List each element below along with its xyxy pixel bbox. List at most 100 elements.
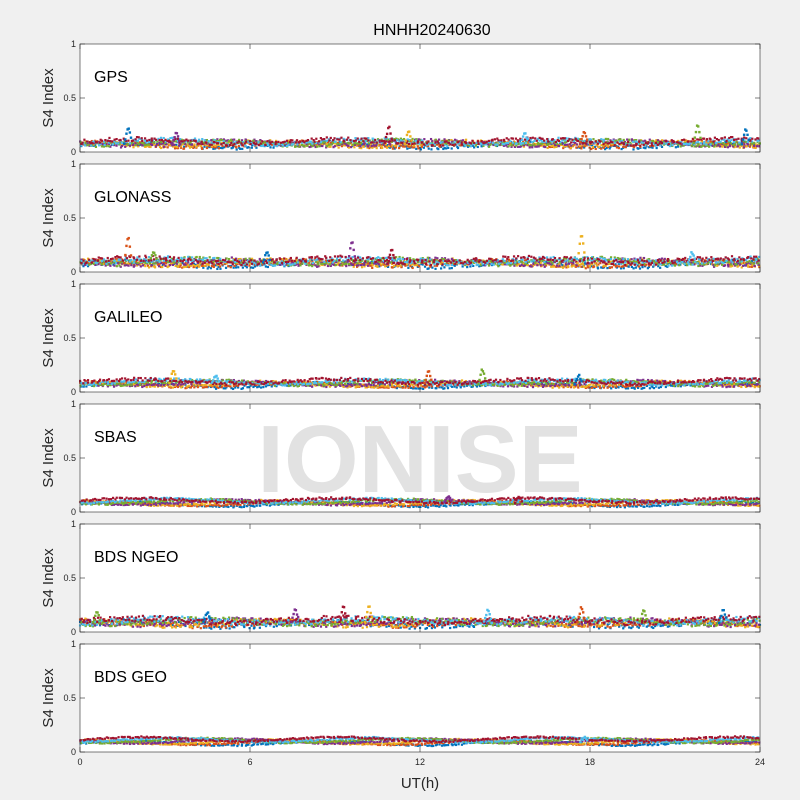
spike-point xyxy=(123,261,126,265)
data-point xyxy=(366,264,370,267)
data-point xyxy=(203,257,206,260)
data-point xyxy=(555,142,559,146)
data-point xyxy=(314,260,318,263)
data-point xyxy=(686,264,689,267)
spike-point xyxy=(579,141,582,144)
data-point xyxy=(365,137,368,140)
data-point xyxy=(622,145,625,149)
data-point xyxy=(499,261,502,264)
data-point xyxy=(608,142,611,145)
data-point xyxy=(208,256,211,259)
data-point xyxy=(251,144,254,147)
data-point xyxy=(659,140,662,143)
data-point xyxy=(318,259,321,262)
data-point xyxy=(199,144,203,148)
data-point xyxy=(530,255,533,258)
data-point xyxy=(604,264,607,267)
data-point xyxy=(654,263,658,266)
data-point xyxy=(146,139,149,142)
data-point xyxy=(230,264,233,268)
data-point xyxy=(369,262,372,265)
data-point xyxy=(435,260,438,263)
data-point xyxy=(713,145,716,148)
data-point xyxy=(706,262,710,265)
data-point xyxy=(298,145,301,148)
data-point xyxy=(715,138,719,141)
data-point xyxy=(219,262,223,265)
data-point xyxy=(252,139,255,142)
data-point xyxy=(283,264,286,267)
data-point xyxy=(195,145,198,148)
data-point xyxy=(549,141,552,144)
data-point xyxy=(416,141,419,144)
data-point xyxy=(421,263,424,266)
data-point xyxy=(311,142,314,145)
data-point xyxy=(562,259,565,262)
data-point xyxy=(354,137,357,140)
data-point xyxy=(98,141,101,144)
data-point xyxy=(266,265,270,269)
data-point xyxy=(125,144,128,148)
data-point xyxy=(547,142,550,146)
data-point xyxy=(531,141,534,144)
data-point xyxy=(296,143,299,146)
data-point xyxy=(420,262,423,265)
data-point xyxy=(306,138,310,142)
data-point xyxy=(619,267,623,270)
data-point xyxy=(450,138,453,142)
data-point xyxy=(525,263,528,267)
data-point xyxy=(212,263,216,266)
data-point xyxy=(419,148,422,151)
data-point xyxy=(341,141,344,144)
data-point xyxy=(91,258,94,262)
data-point xyxy=(507,145,510,148)
data-point xyxy=(265,261,269,264)
data-point xyxy=(216,256,219,260)
data-point xyxy=(731,142,734,145)
data-point xyxy=(574,265,578,268)
data-point xyxy=(707,143,710,146)
data-point xyxy=(627,261,630,264)
data-point xyxy=(615,264,618,267)
data-point xyxy=(417,147,420,150)
data-point xyxy=(666,140,670,143)
data-point xyxy=(638,140,641,143)
data-point xyxy=(733,258,736,261)
data-point xyxy=(426,256,429,259)
spike-point xyxy=(409,135,412,138)
data-point xyxy=(719,141,722,144)
data-point xyxy=(304,258,307,261)
data-point xyxy=(261,142,265,145)
data-point xyxy=(717,140,720,143)
data-point xyxy=(537,145,540,148)
data-point xyxy=(491,259,494,262)
data-point xyxy=(266,140,269,143)
data-point xyxy=(500,141,503,144)
data-point xyxy=(79,141,82,144)
data-point xyxy=(546,261,549,265)
data-point xyxy=(105,142,108,146)
data-point xyxy=(543,139,546,142)
panel-label: GLONASS xyxy=(94,189,171,206)
data-point xyxy=(470,263,474,266)
data-point xyxy=(86,144,89,147)
data-point xyxy=(281,144,284,147)
data-point xyxy=(690,263,693,266)
data-point xyxy=(181,261,184,265)
data-point xyxy=(377,260,380,263)
data-point xyxy=(364,140,367,143)
data-point xyxy=(108,263,111,266)
data-point xyxy=(159,261,163,265)
data-point xyxy=(698,256,702,259)
data-point xyxy=(514,263,517,266)
spike-point xyxy=(392,253,395,257)
data-point xyxy=(611,141,614,144)
data-point xyxy=(556,138,559,142)
data-point xyxy=(451,262,454,265)
data-point xyxy=(599,262,602,265)
data-point xyxy=(158,141,161,145)
data-point xyxy=(401,256,404,259)
data-point xyxy=(202,260,205,263)
data-point xyxy=(584,267,587,270)
